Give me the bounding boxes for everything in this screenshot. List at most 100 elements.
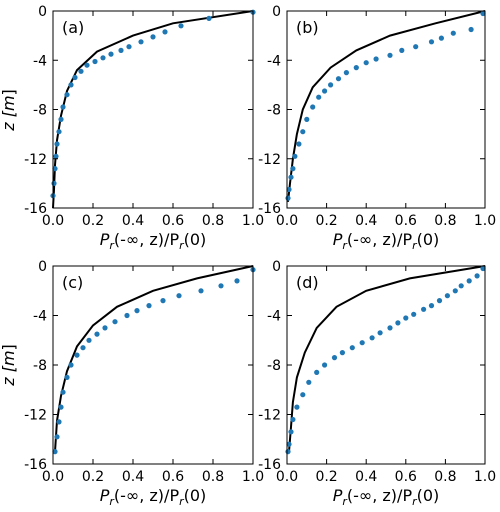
data-point (56, 419, 62, 425)
data-point (126, 44, 132, 50)
x-axis-title: Pr(-∞, z)/Pr(0) (100, 486, 207, 507)
y-title-close: ] (0, 344, 18, 350)
data-point (369, 335, 375, 341)
data-point (428, 39, 435, 45)
y-tick-label: -12 (258, 152, 281, 168)
data-point (288, 429, 294, 435)
data-point (300, 392, 306, 398)
y-title-unit: m (0, 350, 18, 366)
x-tick-label: 0.8 (202, 469, 224, 485)
data-point (72, 74, 78, 81)
y-tick-label: -4 (33, 53, 47, 69)
data-point (363, 60, 369, 66)
y-tick-label: -16 (258, 201, 281, 217)
panel-label: (d) (296, 273, 319, 292)
data-point (314, 369, 320, 375)
data-point (160, 298, 166, 304)
data-point (377, 330, 383, 336)
data-point (353, 65, 359, 71)
data-point (310, 104, 316, 110)
x-tick-label: 0.0 (42, 213, 64, 229)
data-point (339, 350, 345, 356)
panel-4: 0.0 0.2 0.4 0.6 0.8 1.0 0 -4 -8 -12 -16 (d) Pr(-∞, z… (258, 259, 496, 508)
data-point (331, 355, 338, 361)
x-tick-label: 0.2 (315, 469, 337, 485)
y-tick-label: -8 (33, 103, 47, 119)
data-point (234, 278, 240, 284)
panel-1: 0.0 0.2 0.4 0.6 0.8 1.0 0 -4 -8 -12 -16 (a) Pr(-∞, z… (24, 4, 264, 252)
model-curve (52, 10, 254, 209)
data-point (74, 352, 80, 358)
x-tick-label: 1.0 (474, 213, 496, 229)
y-tick-label: 0 (38, 4, 47, 20)
y-tick-label: -16 (24, 457, 47, 473)
data-point (399, 47, 405, 54)
x-axis-title: Pr(-∞, z)/Pr(0) (333, 230, 440, 252)
data-point (84, 62, 90, 68)
x-axis-title: Pr(-∞, z)/Pr(0) (100, 230, 207, 252)
data-point (328, 82, 334, 88)
data-point (58, 116, 64, 122)
data-point (58, 404, 64, 410)
x-tick-label: 0.2 (315, 213, 337, 229)
axes-frame (52, 10, 254, 209)
y-title-unit: m (0, 95, 18, 111)
data-point (118, 47, 124, 54)
x-tick-label: 0.2 (82, 213, 104, 229)
data-point (68, 362, 74, 368)
data-point (206, 15, 212, 21)
x-tick-label: 0.8 (434, 213, 456, 229)
data-point (54, 141, 60, 147)
data-point (450, 30, 456, 36)
data-point (322, 362, 328, 368)
data-point (343, 70, 349, 76)
data-point (134, 308, 140, 314)
data-point (474, 273, 480, 279)
y-title-close: ] (0, 89, 18, 95)
data-point (102, 325, 108, 331)
data-point (108, 51, 114, 57)
panel-label: (b) (296, 18, 319, 37)
x-tick-label: 0.6 (162, 213, 184, 229)
data-point (52, 166, 58, 172)
svg-text:z [m]: z [m] (0, 344, 18, 387)
y-tick-label: 0 (272, 259, 281, 275)
data-point (56, 129, 62, 135)
data-point (218, 283, 224, 289)
data-point (60, 104, 66, 110)
data-point (150, 34, 156, 40)
data-point (60, 389, 66, 395)
data-point (198, 288, 204, 294)
y-tick-label: -16 (24, 201, 47, 217)
panel-3: 0.0 0.2 0.4 0.6 0.8 1.0 0 -4 -8 -12 -16 (c) Pr(-∞, z… (24, 259, 264, 508)
data-point (68, 82, 74, 88)
data-point (316, 94, 322, 100)
data-point (300, 129, 306, 135)
data-point (285, 449, 291, 455)
x-tick-label: 0.0 (276, 213, 298, 229)
x-tick-label: 0.0 (42, 469, 64, 485)
data-point (100, 55, 106, 61)
y-tick-label: 0 (38, 259, 47, 275)
data-point (387, 52, 393, 58)
x-tick-label: 0.6 (395, 469, 417, 485)
x-tick-label: 0.6 (395, 213, 417, 229)
data-point (413, 44, 419, 50)
x-tick-label: 1.0 (242, 469, 264, 485)
data-point (452, 288, 458, 294)
x-tick-label: 0.4 (355, 469, 377, 485)
y-title-main: z [ (0, 110, 18, 131)
y-tick-label: -4 (267, 53, 281, 69)
x-tick-label: 1.0 (474, 469, 496, 485)
data-point (373, 56, 379, 62)
x-tick-label: 0.6 (162, 469, 184, 485)
y-tick-label: -4 (267, 309, 281, 325)
y-tick-label: -8 (267, 103, 281, 119)
data-point (480, 265, 486, 272)
data-point (296, 141, 302, 147)
x-tick-label: 1.0 (242, 213, 264, 229)
y-tick-label: -12 (258, 408, 281, 424)
x-tick-label: 0.2 (82, 469, 104, 485)
data-point (112, 319, 118, 325)
